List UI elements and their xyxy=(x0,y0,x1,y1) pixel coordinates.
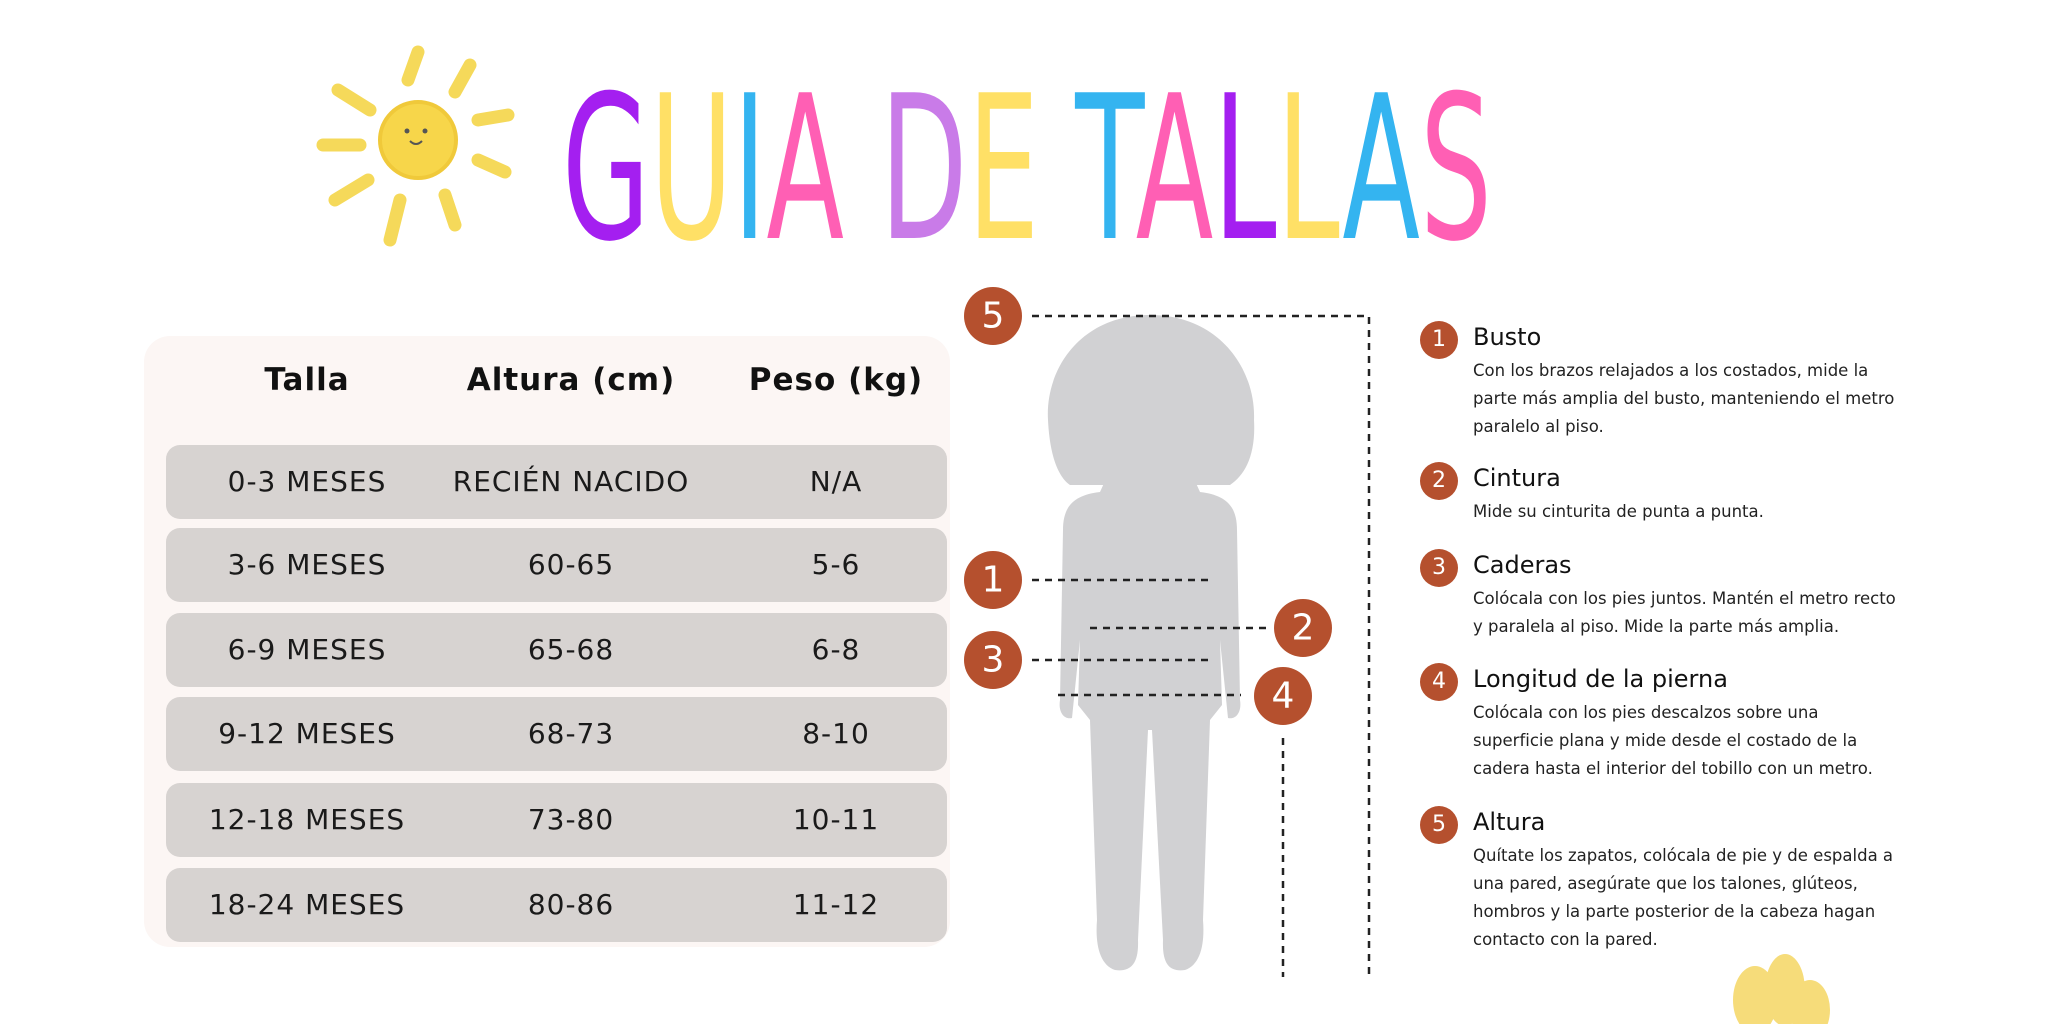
measure-text: Con los brazos relajados a los costados,… xyxy=(1473,361,1895,436)
table-cell: 0-3 MESES xyxy=(227,465,387,498)
table-cell: 6-8 xyxy=(811,633,861,666)
table-cell: 80-86 xyxy=(527,888,615,921)
measure-number: 3 xyxy=(1420,549,1458,587)
measure-number: 5 xyxy=(1420,806,1458,844)
table-cell: RECIÉN NACIDO xyxy=(452,465,690,498)
measure-title: Caderas xyxy=(1473,551,1572,579)
marker: 5 xyxy=(964,287,1022,345)
table-cell: N/A xyxy=(809,465,863,498)
child-silhouette xyxy=(1047,315,1255,971)
flower xyxy=(1733,954,1830,1024)
marker-number: 5 xyxy=(982,296,1005,337)
table-row: 18-24 MESES 80-86 11-12 xyxy=(166,868,947,942)
table-row: 9-12 MESES 68-73 8-10 xyxy=(166,697,947,771)
table-row: 0-3 MESES RECIÉN NACIDO N/A xyxy=(166,445,947,519)
table-cell: 18-24 MESES xyxy=(208,888,406,921)
measure-title: Altura xyxy=(1473,808,1546,836)
marker-number: 1 xyxy=(982,560,1005,601)
sun-face xyxy=(404,128,428,134)
measure-lines xyxy=(1032,314,1371,977)
table-cell: 12-18 MESES xyxy=(208,803,406,836)
table-cell: 3-6 MESES xyxy=(227,548,387,581)
table-cell: 73-80 xyxy=(527,803,615,836)
sun-smile xyxy=(409,140,423,145)
measure-text: Quítate los zapatos, colócala de pie y d… xyxy=(1473,846,1894,949)
marker-number: 2 xyxy=(1292,608,1315,649)
measure-number: 1 xyxy=(1420,321,1458,359)
measure-number: 4 xyxy=(1420,663,1458,701)
measure-title: Busto xyxy=(1473,323,1542,351)
measure-number: 2 xyxy=(1420,462,1458,500)
marker: 1 xyxy=(964,551,1022,609)
measure-text: Mide su cinturita de punta a punta. xyxy=(1473,502,1764,521)
table-cell: 60-65 xyxy=(527,548,615,581)
marker: 2 xyxy=(1274,599,1332,657)
table-cell: 5-6 xyxy=(811,548,861,581)
table-cell: 8-10 xyxy=(802,717,870,750)
measure-title: Cintura xyxy=(1473,464,1561,492)
table-cell: 65-68 xyxy=(527,633,615,666)
column-header: Peso (kg) xyxy=(748,362,924,398)
marker-number: 3 xyxy=(982,640,1005,681)
table-row: 12-18 MESES 73-80 10-11 xyxy=(166,783,947,857)
measure-title: Longitud de la pierna xyxy=(1473,665,1728,693)
table-row: 6-9 MESES 65-68 6-8 xyxy=(166,613,947,687)
table-cell: 6-9 MESES xyxy=(227,633,387,666)
title: GUIA DE TALLAS xyxy=(562,53,1492,286)
column-header: Altura (cm) xyxy=(466,362,676,398)
sun xyxy=(316,45,515,247)
table-cell: 10-11 xyxy=(792,803,880,836)
marker-number: 4 xyxy=(1272,676,1295,717)
marker: 4 xyxy=(1254,667,1312,725)
table-cell: 9-12 MESES xyxy=(218,717,396,750)
column-header: Talla xyxy=(264,362,350,398)
measure-text: Colócala con los pies descalzos sobre un… xyxy=(1473,703,1873,778)
measure-text: Colócala con los pies juntos. Mantén el … xyxy=(1473,589,1896,636)
table-row: 3-6 MESES 60-65 5-6 xyxy=(166,528,947,602)
table-cell: 11-12 xyxy=(792,888,880,921)
table-cell: 68-73 xyxy=(527,717,615,750)
marker: 3 xyxy=(964,631,1022,689)
